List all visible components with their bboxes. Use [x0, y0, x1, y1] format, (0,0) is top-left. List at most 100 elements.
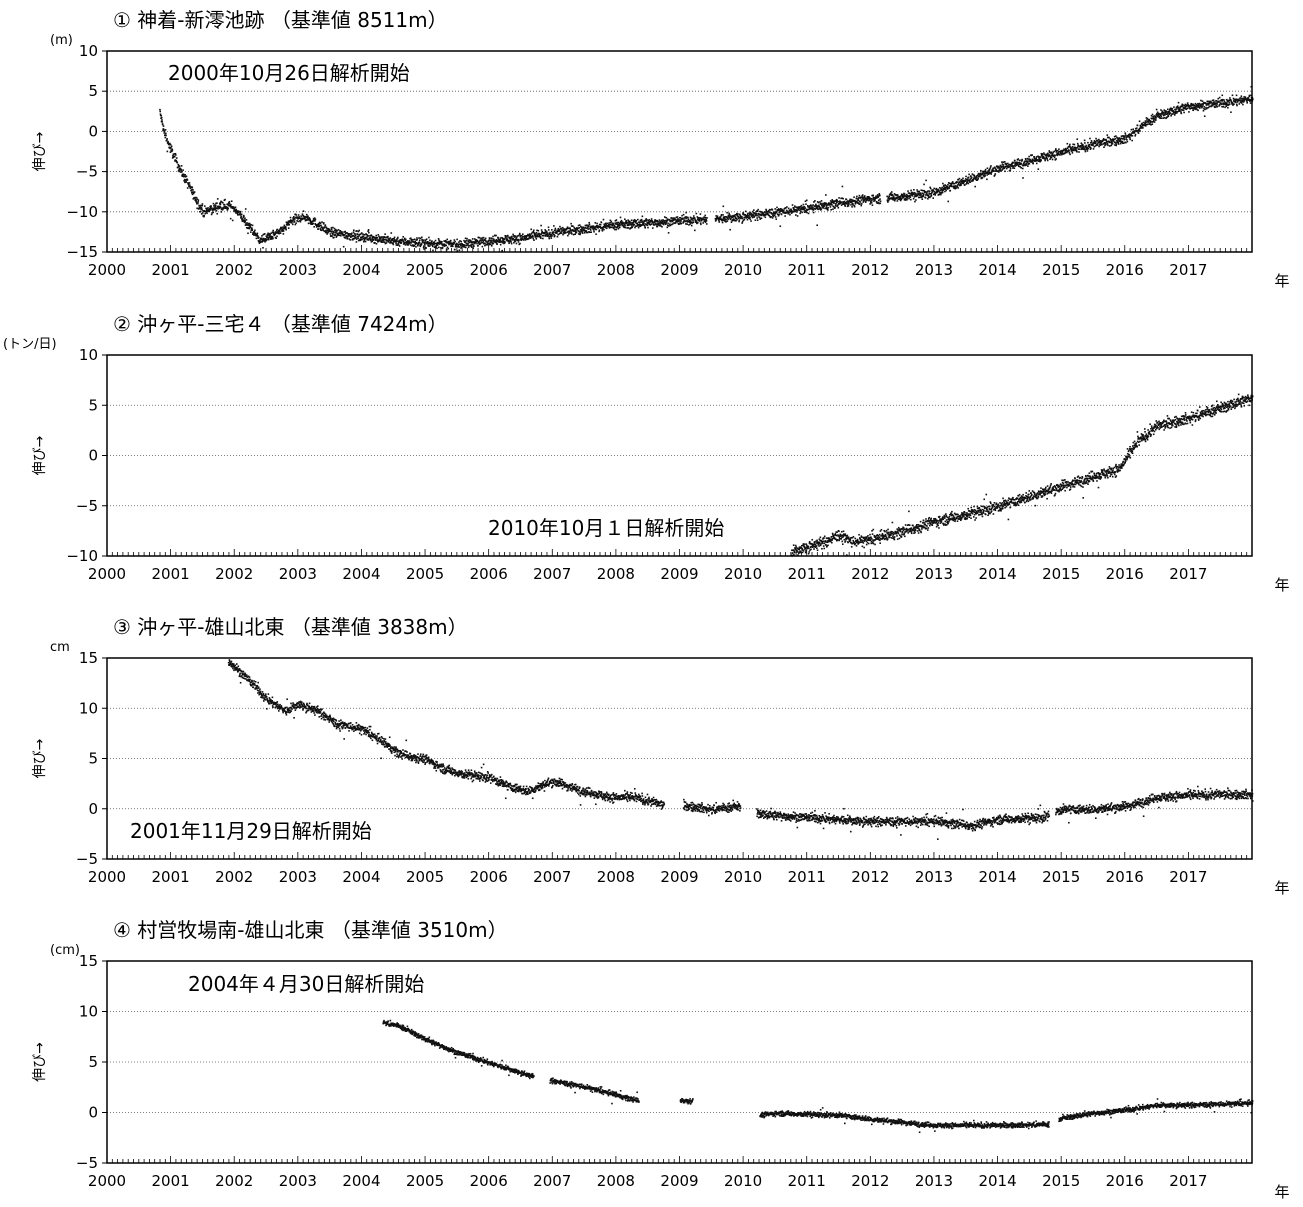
data-point	[407, 244, 409, 246]
data-point	[1235, 94, 1238, 97]
data-point	[407, 241, 410, 243]
data-point	[1115, 143, 1118, 146]
data-point	[219, 202, 222, 204]
data-point	[1183, 104, 1186, 107]
data-point	[1184, 106, 1186, 109]
data-point	[1129, 134, 1132, 137]
data-point	[931, 190, 934, 193]
data-point	[589, 229, 592, 231]
data-point	[1096, 139, 1099, 142]
data-point	[335, 236, 338, 238]
data-point	[1162, 114, 1165, 117]
data-point	[661, 225, 663, 228]
data-point	[748, 212, 751, 214]
data-point	[362, 235, 365, 237]
data-point	[619, 224, 621, 227]
data-point	[894, 194, 897, 196]
data-point	[690, 224, 693, 227]
data-point	[398, 245, 401, 247]
data-point	[821, 202, 823, 205]
data-point	[799, 205, 802, 208]
data-point	[630, 219, 633, 222]
data-point	[685, 211, 687, 214]
data-point	[667, 224, 669, 227]
data-point	[933, 187, 936, 190]
data-point	[217, 207, 219, 210]
data-point	[323, 227, 326, 229]
data-point	[247, 224, 250, 227]
data-point	[1235, 103, 1238, 106]
data-point	[824, 203, 827, 206]
data-point	[829, 206, 832, 208]
data-point	[730, 217, 732, 220]
data-point	[701, 217, 704, 220]
data-point	[666, 226, 669, 229]
data-point	[998, 169, 1001, 171]
data-point	[703, 216, 706, 218]
data-point	[615, 223, 617, 225]
data-point	[476, 242, 478, 245]
data-point	[516, 235, 518, 238]
data-point	[433, 243, 435, 246]
data-point	[1198, 102, 1201, 105]
data-point	[223, 207, 225, 210]
data-point	[279, 232, 282, 234]
data-point	[282, 233, 285, 235]
data-point	[1001, 169, 1003, 171]
data-point	[649, 220, 651, 223]
data-point	[795, 214, 797, 216]
data-point	[1164, 112, 1167, 115]
data-point	[787, 211, 789, 214]
data-point	[910, 198, 912, 201]
data-point	[825, 194, 827, 196]
data-point	[470, 245, 472, 247]
x-tick-label: 2008	[597, 565, 635, 583]
x-tick-label: 2011	[788, 261, 826, 279]
data-point	[1055, 151, 1058, 153]
data-point	[181, 171, 183, 173]
data-point	[1103, 139, 1106, 141]
data-point	[1133, 132, 1136, 134]
data-point	[986, 174, 988, 176]
data-point	[1205, 107, 1208, 110]
data-point	[603, 228, 605, 231]
data-point	[1220, 99, 1223, 102]
data-point	[496, 243, 498, 245]
data-point	[1095, 141, 1097, 143]
data-point	[639, 221, 641, 223]
data-point	[1090, 140, 1093, 142]
data-point	[502, 238, 504, 241]
data-point	[533, 239, 535, 241]
data-point	[1139, 127, 1141, 130]
data-point	[801, 548, 804, 550]
data-point	[756, 210, 759, 212]
data-point	[1247, 97, 1250, 99]
data-point	[864, 201, 867, 203]
data-point	[1231, 102, 1234, 105]
data-point	[358, 235, 360, 237]
data-point	[953, 187, 955, 190]
data-point	[919, 194, 922, 197]
x-tick-label: 2007	[533, 261, 571, 279]
data-point	[840, 202, 842, 204]
data-point	[785, 207, 787, 209]
data-point	[534, 234, 537, 237]
data-point	[1206, 107, 1209, 109]
data-point	[947, 183, 949, 186]
data-point	[973, 177, 975, 180]
data-point	[312, 217, 315, 220]
data-point	[874, 199, 876, 202]
data-point	[850, 546, 853, 548]
data-point	[1027, 163, 1030, 165]
data-point	[1213, 101, 1215, 103]
data-point	[1124, 134, 1127, 136]
data-point	[221, 209, 224, 211]
data-point	[789, 213, 791, 216]
data-point	[1000, 166, 1003, 169]
data-point	[256, 232, 259, 235]
data-point	[648, 219, 651, 221]
data-point	[804, 209, 806, 212]
data-point	[610, 220, 613, 223]
data-point	[604, 225, 607, 228]
data-point	[368, 231, 370, 234]
